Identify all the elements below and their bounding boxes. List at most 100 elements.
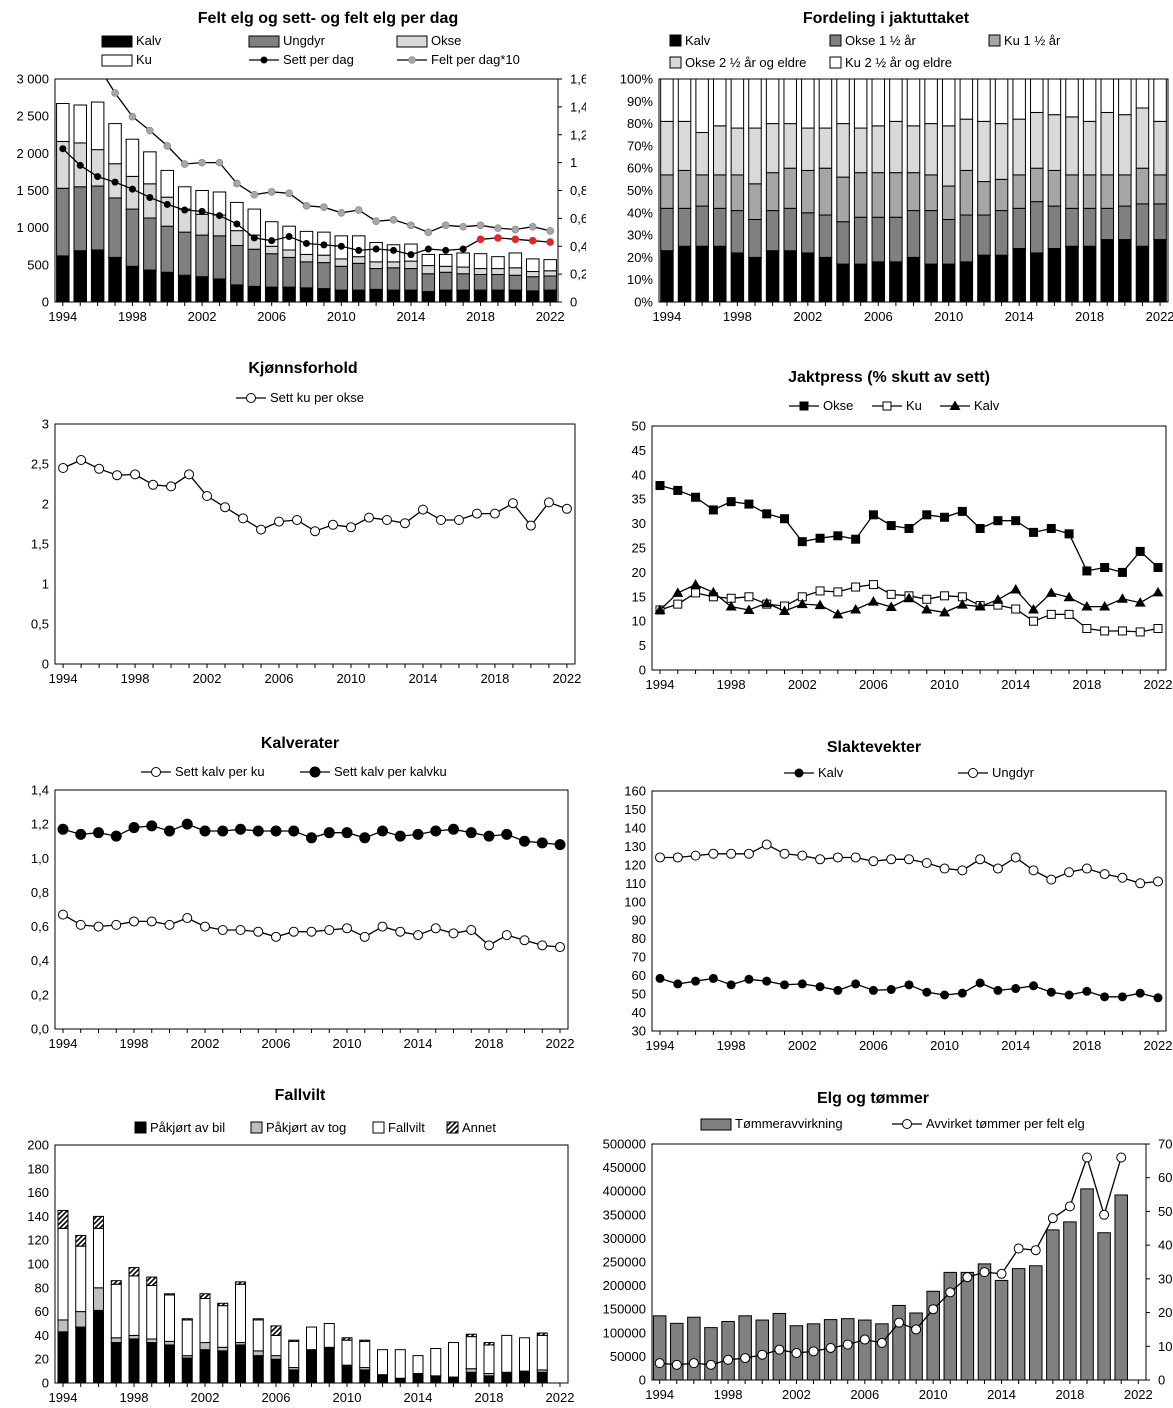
bar-segment [526,276,540,292]
x-tick-label: 2014 [404,1036,433,1051]
data-point [673,979,683,989]
bar-segment [1135,245,1150,303]
x-tick-label: 1998 [121,671,150,686]
data-point [1117,992,1127,1002]
bar-segment [57,1331,69,1384]
bar-segment [421,291,436,303]
x-tick-label: 2022 [1124,1387,1153,1402]
data-point [128,185,136,193]
bar-segment [765,123,780,174]
y2-tick-label: 0,2 [570,267,586,282]
data-point [163,200,171,208]
bar-segment [75,1326,87,1384]
legend-marker [151,767,161,777]
data-point [1081,863,1092,874]
bar-segment [1030,252,1044,303]
data-point [76,161,84,169]
bar-segment [252,1318,264,1321]
bar-segment [941,263,956,303]
bar-segment [430,1347,442,1377]
data-point [993,985,1003,995]
data-point [825,1342,836,1353]
bar-segment [536,1332,548,1336]
y-tick-label: 35 [632,492,646,507]
bar-segment [491,268,505,275]
y2-tick-label: 20 [1158,1305,1172,1320]
x-tick-label: 2018 [466,309,495,324]
legend-label: Ungdyr [283,33,326,48]
data-point [501,828,513,840]
data-point [267,188,276,196]
legend-item: Kalv [669,33,711,48]
data-point [233,179,241,188]
bar-segment [270,1325,282,1336]
x-tick-label: 1994 [646,677,675,692]
bar-segment [90,149,105,187]
chart-title: Fordeling i jaktuttaket [803,10,970,27]
data-point [1046,609,1056,619]
chart-title: Kjønnsforhold [248,360,357,377]
y-tick-label: 20% [627,250,653,265]
bar-segment [146,1284,158,1340]
x-tick-label: 1994 [49,1036,78,1051]
bar-segment [247,248,262,287]
data-point [850,603,862,614]
y-tick-label: 0,5 [31,617,49,632]
legend-label: Kalv [136,33,162,48]
data-point [992,594,1004,604]
x-tick-label: 2010 [333,1390,362,1405]
bar-segment [1065,116,1079,176]
bar-segment [394,1377,406,1384]
bar-segment [889,120,903,174]
y-tick-label: 40 [632,467,646,482]
data-point [489,508,500,519]
y-tick-label: 80 [35,1280,49,1295]
data-point [833,587,843,597]
data-point [1081,601,1093,611]
bar-segment [306,1349,317,1384]
bar-segment [386,267,401,291]
x-tick-label: 2018 [480,671,509,686]
data-point [744,499,754,509]
bar-segment [1153,78,1167,122]
bar-segment [465,1333,477,1338]
bar-segment [1065,207,1079,247]
y-tick-label: 0 [639,1373,646,1388]
bar-segment [909,1312,923,1381]
bar-segment [801,127,815,171]
data-point [180,160,189,168]
data-point [235,924,246,935]
x-tick-label: 2002 [788,1038,817,1053]
bar-segment [92,1215,104,1229]
y-tick-label: 10% [627,272,653,287]
x-tick-label: 2018 [475,1036,504,1051]
x-tick-label: 2022 [1146,309,1173,324]
bar-segment [212,278,227,303]
data-point [974,601,986,611]
data-point [413,930,424,941]
bar-segment [73,250,87,303]
legend-label: Okse 2 ½ år og eldre [685,55,806,70]
bar-segment [748,256,762,303]
legend-label: Okse [823,398,853,413]
x-tick-label: 2010 [934,309,963,324]
x-tick-label: 1998 [717,1038,746,1053]
y2-tick-label: 50 [1158,1204,1172,1219]
data-point [394,830,406,842]
y-tick-label: 50 [632,419,646,434]
x-tick-label: 1994 [49,1390,78,1405]
bar-segment [299,287,314,303]
data-point [554,839,566,851]
y-tick-label: 180 [27,1161,49,1176]
bar-segment [177,231,192,276]
legend-item: Kalv [101,33,162,48]
data-point [377,825,389,837]
data-point [842,1339,853,1350]
bar-segment [57,1209,69,1229]
data-point [867,596,879,606]
data-point [1064,529,1074,539]
data-point [868,856,879,867]
bar-segment [108,123,122,165]
legend-label: Tømmeravvirkning [735,1116,843,1131]
data-point [285,189,293,198]
